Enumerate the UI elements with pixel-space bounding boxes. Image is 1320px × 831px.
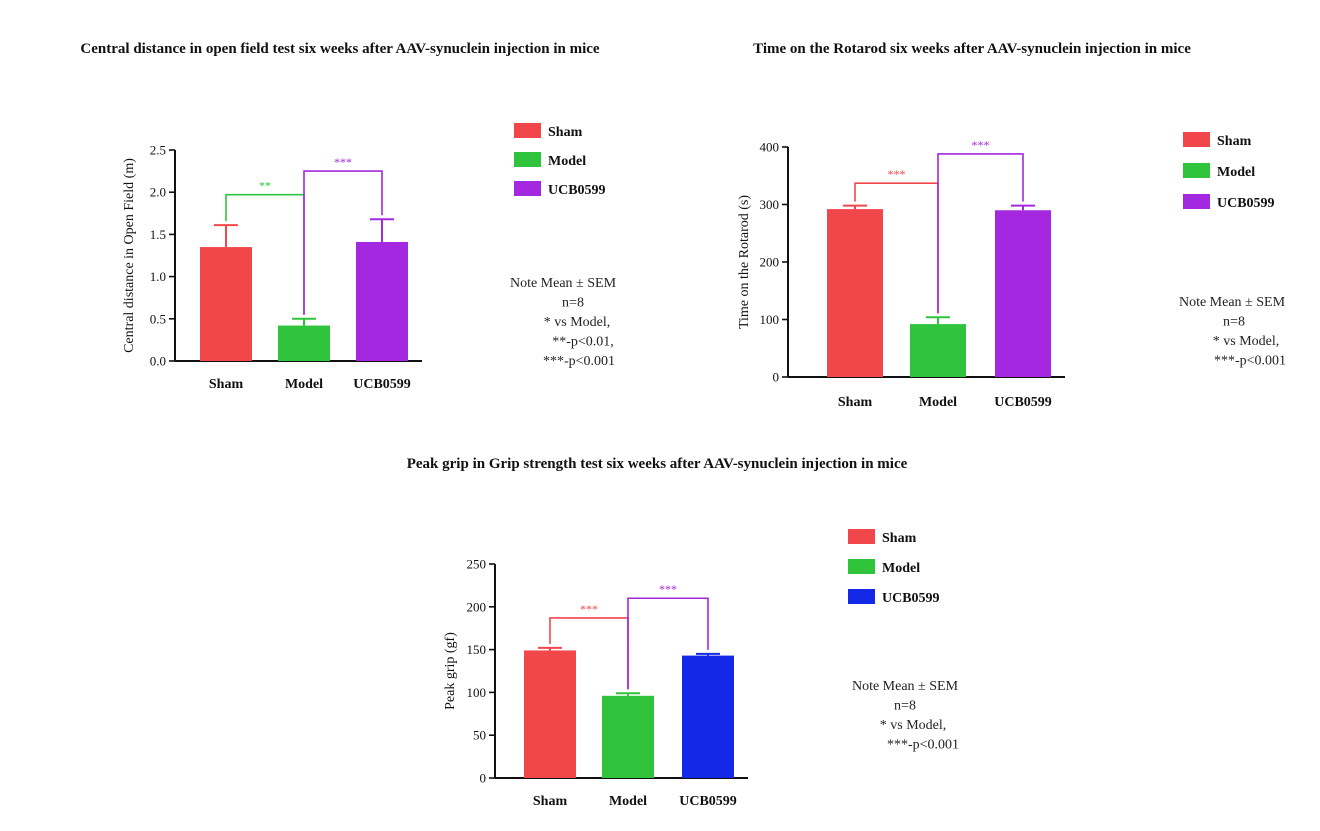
significance-bracket (627, 597, 709, 690)
y-tick-label: 200 (467, 599, 487, 614)
y-tick-label: 0.5 (150, 311, 166, 326)
legend-label: Model (1217, 165, 1255, 180)
legend-label: Sham (548, 125, 583, 140)
note-line: Note Mean ± SEM (510, 276, 617, 291)
y-tick-label: 250 (467, 557, 487, 572)
bar-model (910, 324, 966, 377)
legend-label: Sham (882, 531, 917, 546)
note-line: **-p<0.01, (552, 335, 614, 350)
chart-title: Peak grip in Grip strength test six week… (407, 456, 908, 472)
legend-label: UCB0599 (1217, 196, 1275, 211)
note-line: n=8 (1223, 315, 1245, 330)
bar-model (278, 325, 330, 361)
x-category-label: Sham (838, 395, 873, 410)
bar-sham (827, 209, 883, 377)
significance-label: *** (334, 155, 352, 169)
note-line: * vs Model, (1213, 334, 1280, 349)
x-category-label: UCB0599 (353, 377, 411, 392)
y-tick-label: 50 (473, 728, 486, 743)
chart-3: Peak grip in Grip strength test six week… (407, 456, 959, 809)
chart-title: Central distance in open field test six … (80, 41, 599, 57)
significance-label: *** (659, 582, 677, 596)
significance-label: *** (972, 138, 990, 152)
y-tick-label: 0 (480, 771, 487, 786)
note-line: Note Mean ± SEM (852, 679, 959, 694)
y-tick-label: 100 (467, 685, 487, 700)
legend-swatch-ucb0599 (848, 589, 875, 604)
note-line: ***-p<0.001 (1214, 354, 1286, 369)
note-line: * vs Model, (544, 315, 611, 330)
legend-swatch-sham (1183, 132, 1210, 147)
note-line: ***-p<0.001 (887, 738, 959, 753)
x-category-label: Sham (209, 377, 244, 392)
chart-1: Central distance in open field test six … (80, 41, 616, 392)
y-tick-label: 0.0 (150, 354, 166, 369)
legend-label: UCB0599 (882, 591, 940, 606)
significance-label: ** (259, 179, 271, 193)
y-tick-label: 2.5 (150, 143, 166, 158)
x-category-label: Model (919, 395, 957, 410)
legend-swatch-sham (848, 529, 875, 544)
significance-label: *** (580, 602, 598, 616)
y-axis-title: Central distance in Open Field (m) (122, 158, 137, 353)
chart-2: Time on the Rotarod six weeks after AAV-… (737, 41, 1286, 410)
note-line: n=8 (562, 296, 584, 311)
y-tick-label: 200 (760, 255, 780, 270)
legend-swatch-model (848, 559, 875, 574)
bar-ucb0599 (356, 241, 408, 361)
y-tick-label: 2.0 (150, 185, 166, 200)
x-category-label: UCB0599 (994, 395, 1052, 410)
note-line: Note Mean ± SEM (1179, 295, 1286, 310)
significance-bracket (937, 153, 1024, 314)
chart-title: Time on the Rotarod six weeks after AAV-… (753, 41, 1191, 57)
bar-sham (524, 650, 576, 778)
note-line: ***-p<0.001 (543, 354, 615, 369)
significance-label: *** (888, 167, 906, 181)
y-tick-label: 1.5 (150, 227, 166, 242)
legend-swatch-model (1183, 163, 1210, 178)
legend-swatch-ucb0599 (514, 181, 541, 196)
x-category-label: Model (285, 377, 323, 392)
legend-label: UCB0599 (548, 183, 606, 198)
legend-swatch-model (514, 152, 541, 167)
y-tick-label: 400 (760, 140, 780, 155)
bar-ucb0599 (682, 655, 734, 778)
x-category-label: Sham (533, 794, 568, 809)
bar-model (602, 695, 654, 778)
legend-swatch-sham (514, 123, 541, 138)
x-category-label: UCB0599 (679, 794, 737, 809)
bar-sham (200, 247, 252, 361)
y-tick-label: 300 (760, 197, 780, 212)
x-category-label: Model (609, 794, 647, 809)
bar-ucb0599 (995, 210, 1051, 377)
note-line: * vs Model, (880, 718, 947, 733)
y-tick-label: 0 (773, 370, 780, 385)
y-tick-label: 100 (760, 312, 780, 327)
legend-label: Sham (1217, 134, 1252, 149)
legend-swatch-ucb0599 (1183, 194, 1210, 209)
y-tick-label: 1.0 (150, 269, 166, 284)
y-axis-title: Time on the Rotarod (s) (737, 195, 752, 329)
y-tick-label: 150 (467, 642, 487, 657)
y-axis-title: Peak grip (gf) (443, 632, 458, 710)
note-line: n=8 (894, 699, 916, 714)
legend-label: Model (882, 561, 920, 576)
legend-label: Model (548, 154, 586, 169)
significance-bracket (303, 170, 383, 315)
